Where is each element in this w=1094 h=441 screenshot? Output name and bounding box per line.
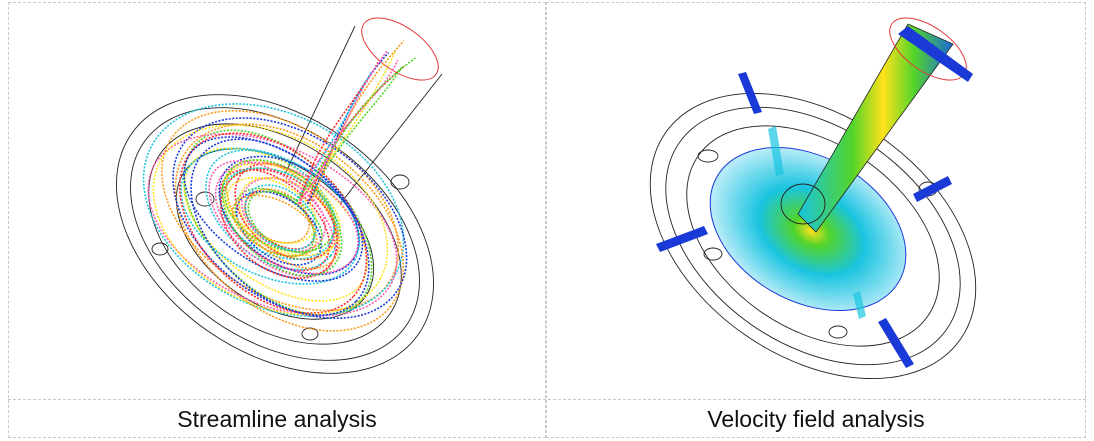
streamline xyxy=(180,147,361,285)
flange-ring-2 xyxy=(130,107,420,361)
streamline xyxy=(205,149,339,271)
bolt-hole-4 xyxy=(301,327,319,341)
bolt-hole-r1 xyxy=(697,149,719,163)
bolt-hole-r3 xyxy=(703,247,723,261)
streamline xyxy=(219,167,335,260)
bolt-hole-2 xyxy=(390,174,410,190)
panel-frame-right xyxy=(546,2,1086,438)
bolt-hole-1 xyxy=(195,191,215,207)
velocity-render xyxy=(649,17,977,380)
flange-outer-ring xyxy=(116,94,434,374)
streamline xyxy=(309,40,405,205)
hub-circle xyxy=(780,183,826,225)
streamline xyxy=(234,162,336,261)
bolt-hole-r4 xyxy=(828,325,848,339)
streamline xyxy=(183,136,364,282)
streamline xyxy=(147,133,398,317)
streamline xyxy=(307,66,403,205)
streamline xyxy=(297,50,388,205)
inlet-ring xyxy=(361,17,439,81)
bolt-hole-3 xyxy=(151,242,169,256)
cut-plane-3 xyxy=(656,226,708,252)
caption-right: Velocity field analysis xyxy=(707,405,925,432)
streamline xyxy=(234,187,315,258)
pipe-edge-right xyxy=(339,73,443,205)
inlet-plane xyxy=(898,26,973,82)
streamline xyxy=(218,155,360,276)
streamline xyxy=(178,132,368,314)
cut-planes xyxy=(656,72,952,368)
streamline xyxy=(172,117,408,320)
streamline xyxy=(244,184,317,251)
cut-plane-6 xyxy=(853,291,866,319)
streamline-render xyxy=(116,17,443,374)
flange-ring-4 xyxy=(175,148,375,320)
cut-plane-5 xyxy=(768,126,784,176)
streamline xyxy=(294,57,416,205)
streamline xyxy=(238,176,337,261)
cut-plane-2 xyxy=(878,318,914,368)
streamline xyxy=(231,194,318,257)
streamline xyxy=(306,64,406,205)
flange-ring-3 xyxy=(148,123,402,345)
streamline xyxy=(225,159,341,270)
cut-plane-1 xyxy=(738,72,762,114)
streamline xyxy=(152,124,389,316)
streamline xyxy=(293,71,372,205)
streamline xyxy=(190,138,370,316)
caption-left: Streamline analysis xyxy=(177,405,377,432)
streamline xyxy=(221,159,343,277)
cut-plane-4 xyxy=(913,176,952,202)
velocity-pipe xyxy=(797,23,954,233)
streamline xyxy=(306,52,390,205)
caption-row-divider xyxy=(8,399,1086,400)
panel-frame-left xyxy=(8,2,546,438)
